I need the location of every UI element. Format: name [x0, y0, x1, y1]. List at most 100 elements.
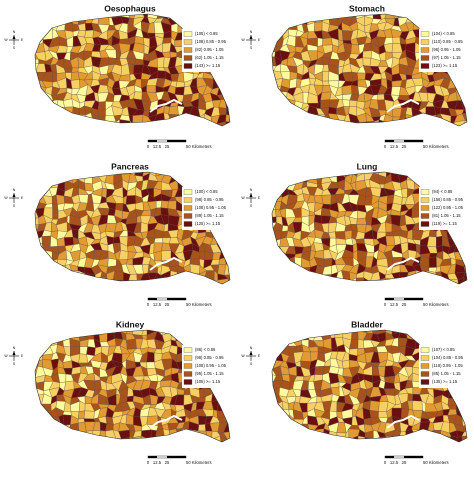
map-region: [398, 281, 408, 289]
map-region: [231, 387, 240, 395]
map-region: [218, 285, 228, 297]
map-region: [49, 12, 59, 19]
map-region: [65, 437, 71, 444]
map-region: [470, 250, 474, 260]
map-region: [176, 81, 185, 87]
map-region: [205, 9, 214, 17]
legend-swatch: [421, 206, 429, 211]
map-region: [30, 218, 39, 225]
map-region: [336, 121, 343, 131]
map-region: [170, 167, 179, 177]
map-region: [287, 280, 293, 288]
map-region: [133, 436, 142, 448]
map-region: [37, 101, 46, 108]
map-region: [70, 9, 80, 18]
map-region: [42, 426, 54, 431]
map-region: [405, 279, 415, 290]
map-region: [185, 271, 191, 281]
map-region: [224, 236, 235, 244]
map-region: [78, 280, 86, 289]
map-region: [419, 11, 429, 19]
map-region: [93, 436, 100, 447]
map-region: [281, 122, 287, 127]
map-region: [282, 225, 288, 231]
map-region: [273, 445, 283, 454]
map-region: [29, 15, 38, 25]
map-region: [322, 9, 330, 17]
map-region: [218, 128, 226, 137]
map-region: [328, 131, 336, 135]
map-region: [196, 120, 205, 130]
map-region: [267, 404, 276, 409]
map-region: [267, 101, 272, 108]
map-region: [87, 347, 96, 356]
map-region: [423, 128, 428, 138]
legend-label: (100) < 0.85: [195, 189, 218, 194]
map-region: [393, 37, 401, 44]
map-region: [272, 259, 282, 267]
map-region: [272, 106, 279, 117]
map-region: [437, 278, 442, 289]
map-region: [279, 176, 287, 181]
map-region: [274, 273, 282, 279]
map-region: [317, 288, 323, 295]
map-region: [329, 9, 337, 16]
map-region: [36, 338, 46, 349]
map-region: [219, 395, 228, 405]
map-region: [435, 324, 443, 336]
map-region: [356, 129, 367, 139]
map-region: [442, 324, 451, 335]
map-region: [273, 338, 282, 347]
map-region: [85, 128, 93, 137]
map-region: [43, 121, 52, 128]
map-region: [190, 285, 200, 294]
map-region: [440, 288, 451, 295]
map-region: [322, 167, 329, 177]
legend-label: (98) 0.85 - 0.95: [195, 355, 224, 360]
map-region: [140, 280, 151, 286]
map-region: [349, 100, 357, 107]
map-region: [106, 280, 114, 289]
map-region: [429, 174, 435, 183]
map-region: [225, 19, 234, 26]
map-region: [394, 279, 399, 285]
map-panel: Kidney(86) < 0.85(98) 0.85 - 0.95(108) 0…: [4, 319, 242, 465]
map-region: [79, 324, 86, 332]
scale-label: 50 Kilometers: [186, 460, 212, 465]
legend-label: (135) >= 1.15: [432, 379, 458, 384]
map-region: [435, 331, 443, 341]
map-region: [29, 429, 38, 439]
map-region: [272, 278, 280, 289]
scale-bar-segment: [167, 456, 186, 458]
map-region: [455, 443, 463, 453]
map-region: [37, 416, 42, 427]
map-region: [288, 266, 295, 273]
map-region: [92, 121, 102, 130]
map-region: [414, 15, 422, 25]
map-region: [301, 436, 310, 445]
map-region: [328, 121, 339, 131]
map-region: [309, 324, 316, 332]
map-region: [307, 115, 319, 121]
map-region: [86, 168, 93, 175]
map-region: [412, 401, 422, 411]
map-region: [463, 81, 470, 87]
map-region: [36, 278, 46, 287]
map-region: [462, 417, 470, 426]
map-region: [42, 445, 52, 453]
legend-label: (95) 1.05 - 1.15: [195, 371, 224, 376]
map-region: [458, 285, 465, 296]
map-region: [470, 286, 474, 294]
map-region: [37, 188, 45, 196]
map-region: [356, 122, 367, 131]
map-region: [29, 409, 40, 416]
map-region: [470, 71, 474, 82]
map-region: [196, 17, 205, 27]
map-region: [342, 443, 350, 454]
legend-label: (156) 0.85 - 0.95: [432, 197, 464, 202]
map-region: [212, 394, 221, 402]
scale-bar-segment: [404, 456, 423, 458]
compass-arrow: [13, 193, 16, 197]
map-region: [266, 170, 272, 177]
map-region: [106, 287, 114, 295]
